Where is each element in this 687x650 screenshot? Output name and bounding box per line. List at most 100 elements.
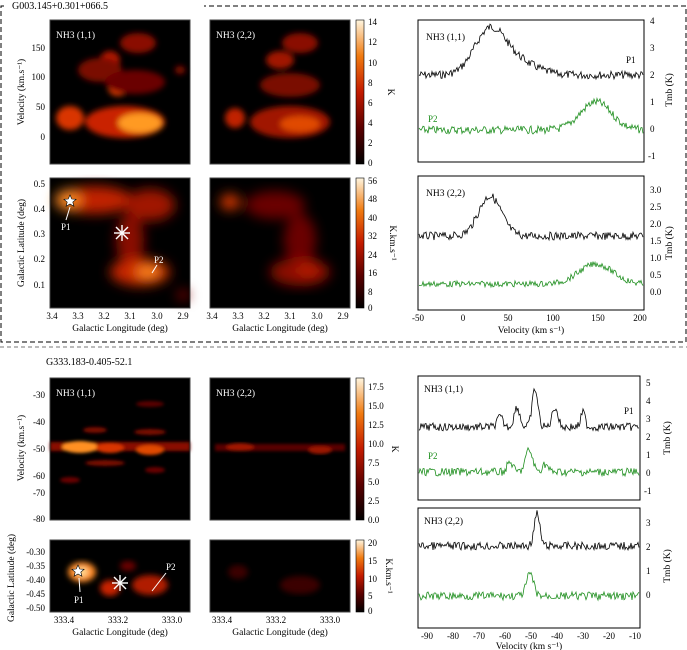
svg-text:50: 50 <box>36 102 46 112</box>
top-panel-frame <box>0 5 687 343</box>
svg-text:NH3 (1,1): NH3 (1,1) <box>424 384 463 395</box>
svg-text:-10: -10 <box>629 631 641 641</box>
svg-text:3.1: 3.1 <box>124 311 135 321</box>
svg-text:K.km.s⁻¹: K.km.s⁻¹ <box>387 225 397 260</box>
svg-text:2.9: 2.9 <box>177 311 189 321</box>
bottom-pv-22: NH3 (2,2) <box>209 377 351 521</box>
svg-text:-0.45: -0.45 <box>26 589 45 599</box>
svg-text:Velocity (km.s⁻¹): Velocity (km.s⁻¹) <box>16 415 27 481</box>
svg-text:-0.50: -0.50 <box>26 603 45 613</box>
svg-text:0: 0 <box>368 606 373 616</box>
svg-text:4: 4 <box>650 16 655 26</box>
svg-text:0.0: 0.0 <box>650 287 662 297</box>
svg-text:8: 8 <box>368 78 373 88</box>
top-pv-11: NH3 (1,1) <box>49 19 191 165</box>
svg-text:Velocity (km s⁻¹): Velocity (km s⁻¹) <box>498 325 564 336</box>
bottom-spec-22: NH3 (2,2) 3 2 1 0 Tmb (K) -90 -80 -70 -6… <box>417 507 673 650</box>
svg-text:NH3 (2,2): NH3 (2,2) <box>424 516 463 527</box>
svg-text:Tmb (K): Tmb (K) <box>662 421 673 455</box>
svg-text:3.2: 3.2 <box>258 311 269 321</box>
svg-text:3.0: 3.0 <box>311 311 323 321</box>
svg-text:10: 10 <box>368 58 378 68</box>
svg-text:-60: -60 <box>499 631 511 641</box>
p1-label-top: P1 <box>61 222 71 232</box>
svg-text:0: 0 <box>461 313 466 323</box>
svg-text:48: 48 <box>368 194 378 204</box>
top-spec-11: NH3 (1,1) P1 P2 4 3 2 1 0 -1 Tmb (K) <box>417 16 675 163</box>
svg-text:2: 2 <box>368 138 373 148</box>
top-pv-22: NH3 (2,2) <box>209 19 351 165</box>
svg-text:3.4: 3.4 <box>46 311 58 321</box>
svg-text:P2: P2 <box>428 451 438 461</box>
svg-text:50: 50 <box>504 313 514 323</box>
svg-text:8: 8 <box>368 287 373 297</box>
svg-text:-0.35: -0.35 <box>26 561 45 571</box>
svg-text:NH3 (1,1): NH3 (1,1) <box>426 32 465 43</box>
svg-text:-50: -50 <box>525 631 537 641</box>
top-spec-22: NH3 (2,2) 3.0 2.5 2.0 1.5 1.0 0.5 0.0 Tm… <box>412 175 675 336</box>
svg-text:333.2: 333.2 <box>266 615 286 625</box>
nh3-22-label-top: NH3 (2,2) <box>216 30 255 41</box>
svg-text:3.4: 3.4 <box>206 311 218 321</box>
svg-text:2.9: 2.9 <box>337 311 349 321</box>
svg-text:-30: -30 <box>33 390 45 400</box>
svg-text:P2: P2 <box>428 114 438 124</box>
svg-text:333.0: 333.0 <box>162 615 183 625</box>
svg-text:-80: -80 <box>447 631 459 641</box>
svg-text:100: 100 <box>32 72 46 82</box>
svg-text:150: 150 <box>591 313 605 323</box>
svg-text:NH3 (2,2): NH3 (2,2) <box>426 188 465 199</box>
svg-text:100: 100 <box>546 313 560 323</box>
svg-text:17.5: 17.5 <box>368 382 384 392</box>
svg-text:333.2: 333.2 <box>108 615 128 625</box>
svg-text:1: 1 <box>646 450 651 460</box>
svg-text:0.0: 0.0 <box>368 515 380 525</box>
svg-text:200: 200 <box>633 313 647 323</box>
svg-text:K: K <box>389 446 399 453</box>
svg-text:Galactic Longitude (deg): Galactic Longitude (deg) <box>72 323 168 334</box>
bottom-mom0-colorbar: 20 15 10 5 0 K.km.s⁻¹ <box>355 538 393 616</box>
svg-text:-30: -30 <box>577 631 589 641</box>
svg-text:15.0: 15.0 <box>368 401 384 411</box>
bottom-pv-yaxis: -30 -40 -50 -60 -70 -80 Velocity (km.s⁻¹… <box>16 390 45 524</box>
svg-text:0.5: 0.5 <box>650 270 662 280</box>
svg-text:P1: P1 <box>626 55 636 65</box>
svg-text:0.4: 0.4 <box>34 204 46 214</box>
svg-text:2: 2 <box>650 70 655 80</box>
svg-text:-20: -20 <box>603 631 615 641</box>
bottom-mom0-axes: -0.30 -0.35 -0.40 -0.45 -0.50 Galactic L… <box>6 534 341 638</box>
svg-text:5: 5 <box>368 591 373 601</box>
top-pv-colorbar: 14 12 10 8 6 4 2 0 K <box>355 17 395 168</box>
bottom-pv-11: NH3 (1,1) <box>49 377 191 521</box>
svg-text:Tmb (K): Tmb (K) <box>664 226 675 260</box>
svg-text:0: 0 <box>646 468 651 478</box>
bottom-spec-11: NH3 (1,1) P1 P2 5 4 3 2 1 0 -1 Tmb (K) <box>417 375 673 501</box>
svg-text:10.0: 10.0 <box>368 439 384 449</box>
svg-text:1: 1 <box>650 97 655 107</box>
svg-text:4: 4 <box>368 118 373 128</box>
svg-text:0: 0 <box>368 158 373 168</box>
svg-text:K: K <box>385 89 395 96</box>
svg-text:-60: -60 <box>33 471 45 481</box>
top-pv-yaxis: 150 100 50 0 Velocity (km.s⁻¹) <box>16 43 46 142</box>
svg-text:3: 3 <box>646 414 651 424</box>
svg-text:NH3 (2,2): NH3 (2,2) <box>216 388 255 399</box>
svg-text:14: 14 <box>368 17 378 27</box>
svg-text:2: 2 <box>646 542 651 552</box>
svg-text:40: 40 <box>368 213 378 223</box>
svg-text:Velocity (km s⁻¹): Velocity (km s⁻¹) <box>496 641 562 650</box>
top-mom0-11: P1 P2 <box>49 177 191 309</box>
svg-text:K.km.s⁻¹: K.km.s⁻¹ <box>383 558 393 593</box>
svg-text:Galactic Latitude (deg): Galactic Latitude (deg) <box>16 199 27 287</box>
svg-text:150: 150 <box>32 43 46 53</box>
svg-text:3: 3 <box>646 518 651 528</box>
svg-text:Galactic Longitude (deg): Galactic Longitude (deg) <box>232 323 328 334</box>
top-source-name: G003.145+0.301+066.5 <box>12 1 108 12</box>
svg-text:12.5: 12.5 <box>368 420 384 430</box>
svg-text:12: 12 <box>368 37 377 47</box>
svg-text:333.4: 333.4 <box>212 615 233 625</box>
svg-text:1.0: 1.0 <box>650 253 662 263</box>
svg-text:-80: -80 <box>33 514 45 524</box>
svg-text:-1: -1 <box>644 486 652 496</box>
